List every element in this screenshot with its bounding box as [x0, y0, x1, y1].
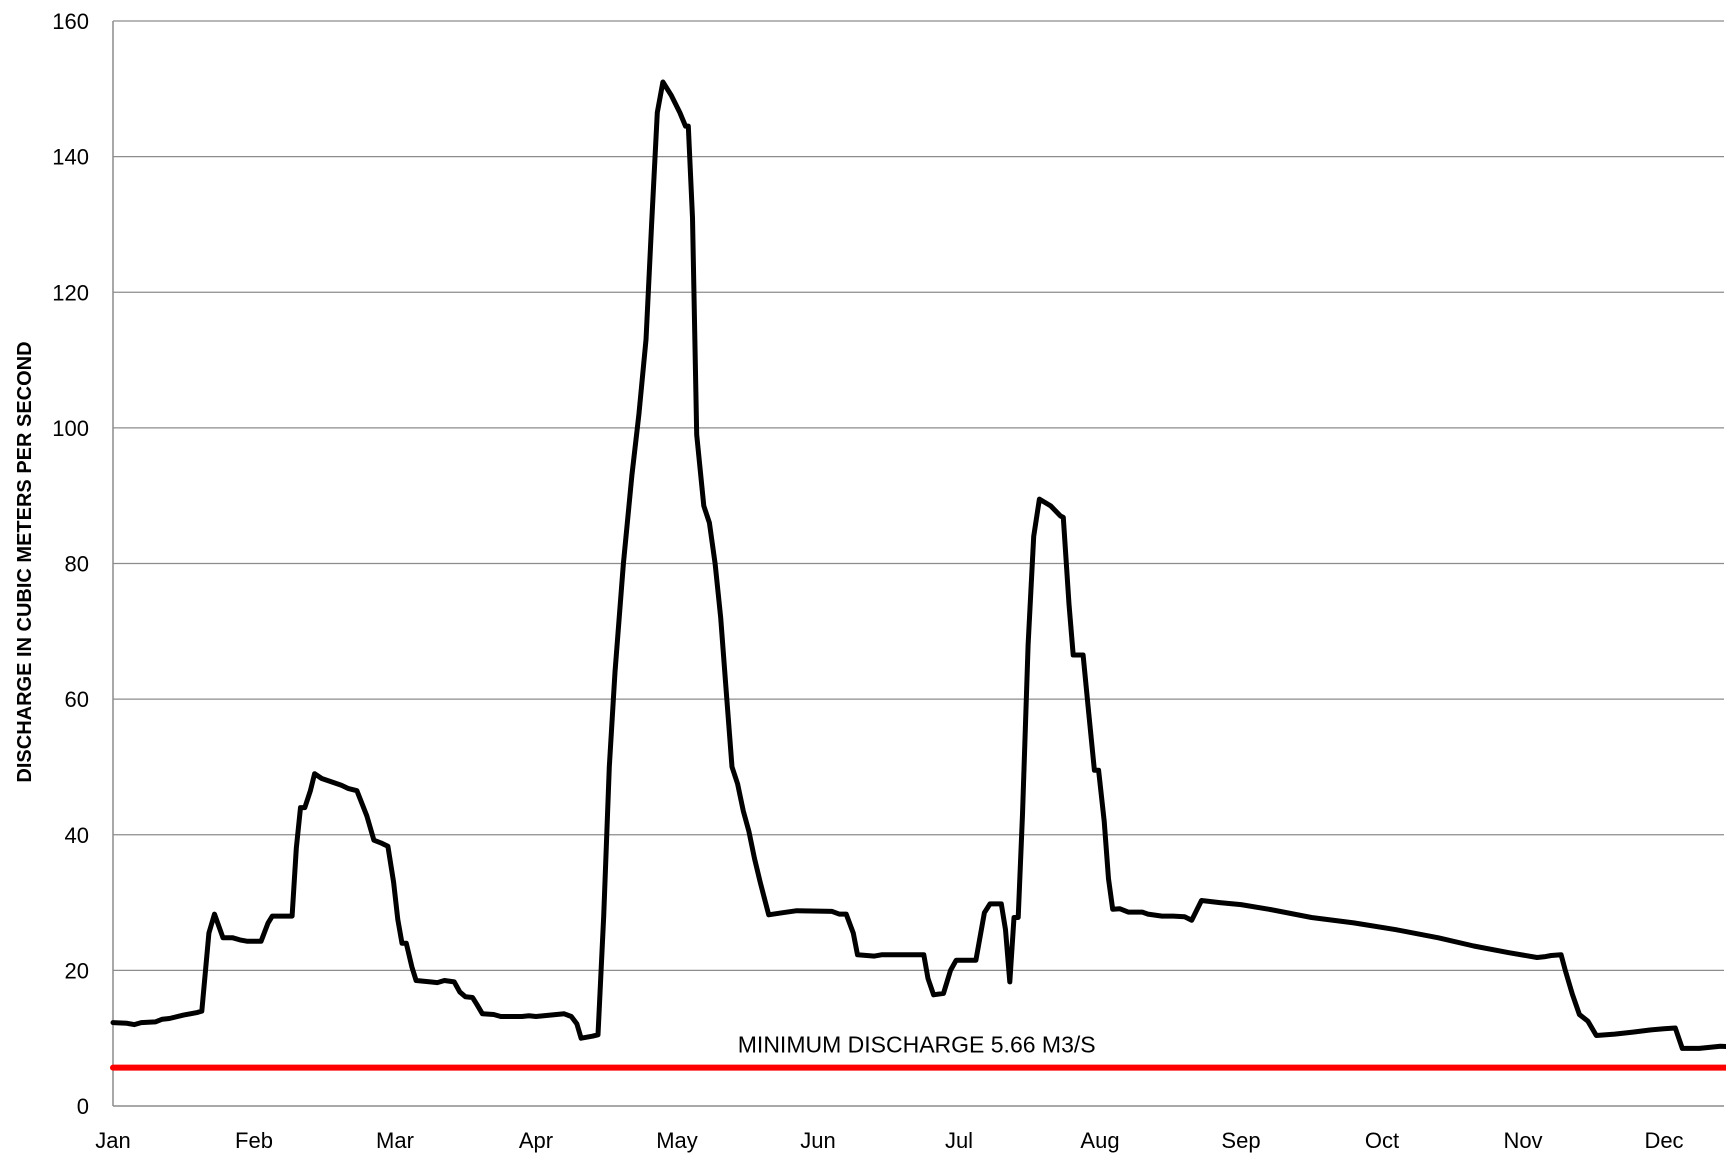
- x-tick-label-aug: Aug: [1080, 1128, 1119, 1153]
- y-axis-title: DISCHARGE IN CUBIC METERS PER SECOND: [14, 341, 36, 782]
- y-tick-label-100: 100: [52, 416, 89, 441]
- x-tick-label-jan: Jan: [95, 1128, 130, 1153]
- x-tick-label-mar: Mar: [376, 1128, 414, 1153]
- x-tick-label-jul: Jul: [945, 1128, 973, 1153]
- y-tick-label-120: 120: [52, 280, 89, 305]
- x-tick-label-feb: Feb: [235, 1128, 273, 1153]
- y-tick-label-80: 80: [65, 552, 89, 577]
- x-tick-label-oct: Oct: [1365, 1128, 1399, 1153]
- x-tick-label-jun: Jun: [800, 1128, 835, 1153]
- y-tick-label-160: 160: [52, 9, 89, 34]
- x-tick-label-apr: Apr: [519, 1128, 553, 1153]
- y-tick-label-60: 60: [65, 687, 89, 712]
- y-tick-labels: 0 20 40 60 80 100 120 140 160: [52, 9, 89, 1119]
- x-tick-labels: Jan Feb Mar Apr May Jun Jul Aug Sep Oct Nov Dec: [95, 1128, 1683, 1153]
- y-tick-label-40: 40: [65, 823, 89, 848]
- x-tick-label-may: May: [656, 1128, 698, 1153]
- series-layer: [110, 79, 1726, 1071]
- x-tick-label-nov: Nov: [1503, 1128, 1542, 1153]
- minimum-discharge-label: MINIMUM DISCHARGE 5.66 M3/S: [738, 1031, 1096, 1057]
- x-tick-label-sep: Sep: [1221, 1128, 1260, 1153]
- y-tick-label-0: 0: [77, 1094, 89, 1119]
- y-tick-label-20: 20: [65, 958, 89, 983]
- y-tick-label-140: 140: [52, 145, 89, 170]
- discharge-series-line: [110, 79, 1726, 1051]
- gridlines: [113, 20, 1724, 972]
- x-tick-label-dec: Dec: [1644, 1128, 1683, 1153]
- annotations: MINIMUM DISCHARGE 5.66 M3/S: [738, 1031, 1096, 1057]
- axes: [112, 21, 1724, 1107]
